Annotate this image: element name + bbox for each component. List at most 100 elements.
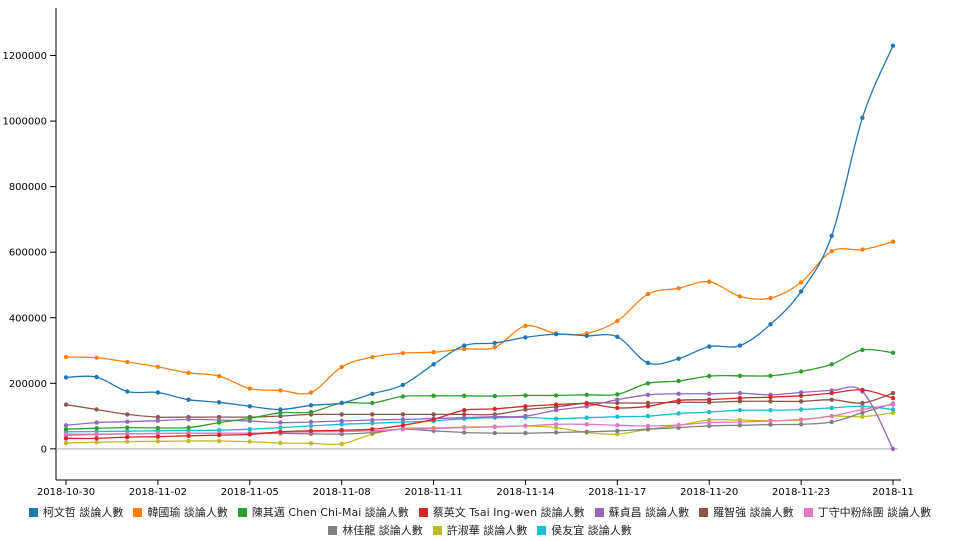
data-point[interactable]: [798, 289, 804, 294]
data-point[interactable]: [492, 414, 497, 419]
data-point[interactable]: [737, 423, 743, 428]
data-point[interactable]: [370, 391, 375, 396]
data-point[interactable]: [94, 420, 99, 425]
data-point[interactable]: [94, 436, 99, 441]
data-point[interactable]: [308, 441, 314, 446]
data-point[interactable]: [798, 407, 804, 412]
data-point[interactable]: [829, 419, 834, 425]
data-point[interactable]: [462, 408, 467, 413]
data-point[interactable]: [707, 409, 712, 415]
data-point[interactable]: [125, 439, 130, 444]
data-point[interactable]: [829, 233, 834, 238]
data-point[interactable]: [63, 427, 69, 432]
data-point[interactable]: [155, 431, 161, 436]
data-point[interactable]: [63, 431, 69, 437]
data-point[interactable]: [890, 402, 896, 407]
data-point[interactable]: [492, 430, 497, 436]
data-point[interactable]: [492, 393, 497, 399]
data-point[interactable]: [737, 343, 743, 348]
legend-item[interactable]: 許淑華 談論人數: [432, 522, 527, 538]
data-point[interactable]: [125, 425, 130, 430]
data-point[interactable]: [125, 419, 130, 424]
data-point[interactable]: [798, 280, 804, 285]
data-point[interactable]: [829, 413, 834, 419]
data-point[interactable]: [431, 426, 436, 431]
data-point[interactable]: [798, 369, 804, 374]
data-point[interactable]: [615, 405, 620, 411]
data-point[interactable]: [155, 425, 161, 431]
data-point[interactable]: [890, 446, 896, 452]
data-point[interactable]: [615, 423, 620, 428]
data-point[interactable]: [860, 414, 865, 419]
data-point[interactable]: [370, 421, 375, 426]
data-point[interactable]: [584, 333, 589, 338]
data-point[interactable]: [216, 420, 222, 425]
data-point[interactable]: [584, 422, 589, 427]
data-point[interactable]: [462, 415, 467, 420]
data-point[interactable]: [584, 401, 589, 406]
data-point[interactable]: [308, 419, 314, 425]
data-point[interactable]: [247, 416, 252, 421]
data-point[interactable]: [308, 423, 314, 429]
data-point[interactable]: [676, 378, 681, 384]
data-point[interactable]: [400, 423, 406, 428]
data-point[interactable]: [431, 412, 436, 417]
data-point[interactable]: [308, 390, 314, 395]
data-point[interactable]: [707, 391, 712, 396]
data-point[interactable]: [523, 323, 528, 329]
data-point[interactable]: [553, 416, 559, 421]
data-point[interactable]: [553, 402, 559, 407]
data-point[interactable]: [155, 414, 161, 420]
data-point[interactable]: [370, 427, 375, 432]
data-point[interactable]: [798, 422, 804, 427]
data-point[interactable]: [707, 344, 712, 349]
data-point[interactable]: [247, 432, 252, 437]
data-point[interactable]: [247, 404, 252, 409]
data-point[interactable]: [125, 359, 130, 365]
data-point[interactable]: [63, 375, 69, 380]
data-point[interactable]: [860, 247, 865, 252]
data-point[interactable]: [278, 410, 283, 415]
data-point[interactable]: [615, 400, 620, 406]
data-point[interactable]: [278, 413, 283, 419]
data-point[interactable]: [339, 364, 344, 370]
data-point[interactable]: [615, 414, 620, 419]
data-point[interactable]: [94, 355, 99, 360]
data-point[interactable]: [400, 394, 406, 399]
data-point[interactable]: [768, 394, 773, 400]
data-point[interactable]: [462, 343, 467, 348]
data-point[interactable]: [798, 393, 804, 398]
data-point[interactable]: [431, 350, 436, 355]
data-point[interactable]: [829, 362, 834, 367]
data-point[interactable]: [278, 388, 283, 393]
data-point[interactable]: [216, 373, 222, 379]
legend-item[interactable]: 柯文哲 談論人數: [28, 504, 123, 520]
data-point[interactable]: [707, 423, 712, 429]
data-point[interactable]: [523, 413, 528, 419]
data-point[interactable]: [645, 413, 651, 419]
data-point[interactable]: [462, 425, 467, 430]
data-point[interactable]: [829, 390, 834, 396]
data-point[interactable]: [278, 429, 283, 434]
data-point[interactable]: [584, 392, 589, 397]
legend-item[interactable]: 丁守中粉絲團 談論人數: [803, 504, 931, 520]
data-point[interactable]: [737, 390, 743, 396]
data-point[interactable]: [860, 404, 865, 409]
data-point[interactable]: [768, 295, 773, 301]
data-point[interactable]: [216, 400, 222, 405]
data-point[interactable]: [707, 373, 712, 379]
data-point[interactable]: [890, 410, 896, 415]
data-point[interactable]: [370, 400, 375, 406]
data-point[interactable]: [890, 43, 896, 48]
data-point[interactable]: [768, 418, 773, 424]
data-point[interactable]: [737, 395, 743, 401]
data-point[interactable]: [94, 431, 99, 437]
legend-item[interactable]: 羅智強 談論人數: [699, 504, 794, 520]
data-point[interactable]: [645, 423, 651, 429]
data-point[interactable]: [798, 399, 804, 404]
data-point[interactable]: [370, 354, 375, 360]
data-point[interactable]: [523, 335, 528, 340]
data-point[interactable]: [890, 350, 896, 355]
data-point[interactable]: [186, 370, 191, 375]
data-point[interactable]: [768, 422, 773, 427]
